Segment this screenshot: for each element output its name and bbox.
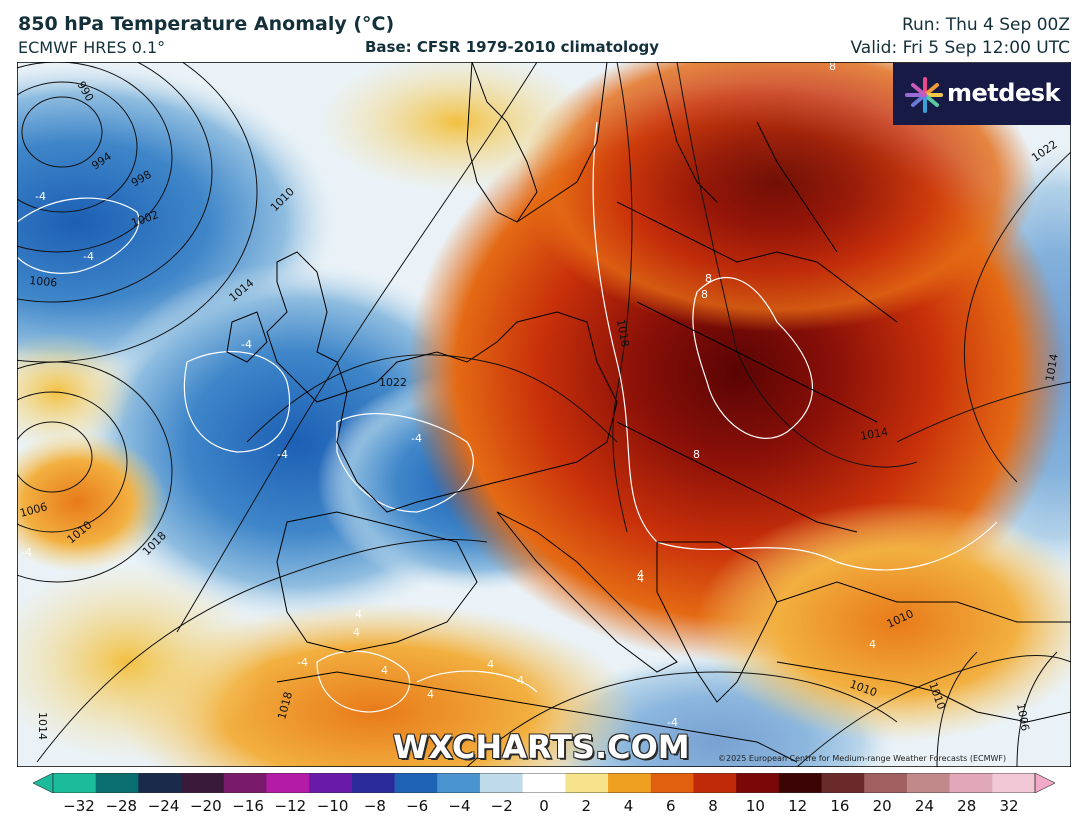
isobar-label: 1006 bbox=[29, 274, 58, 289]
anomaly-label: 4 bbox=[637, 568, 644, 581]
colorbar-segment bbox=[138, 773, 182, 793]
colorbar-segment bbox=[394, 773, 438, 793]
colorbar-tick-label: 10 bbox=[745, 797, 765, 815]
colorbar-segment bbox=[479, 773, 524, 793]
colorbar-max-arrow bbox=[1034, 773, 1055, 793]
colorbar-tick-label: −12 bbox=[274, 797, 307, 815]
colorbar-segment bbox=[992, 773, 1036, 793]
metdesk-logo: metdesk bbox=[893, 63, 1071, 125]
anomaly-label: 8 bbox=[829, 62, 836, 73]
anomaly-label: -4 bbox=[35, 190, 46, 203]
colorbar-segment bbox=[608, 773, 652, 793]
colorbar-segment bbox=[693, 773, 737, 793]
colorbar-segment bbox=[821, 773, 865, 793]
colorbar-segment bbox=[949, 773, 993, 793]
coastlines-and-borders bbox=[226, 62, 1071, 763]
atlantic-warm-blob bbox=[17, 432, 167, 572]
isobar-label: 1022 bbox=[379, 376, 407, 389]
anomaly-label: 4 bbox=[353, 626, 360, 639]
colorbar-tick-label: −6 bbox=[406, 797, 429, 815]
anomaly-label: 8 bbox=[693, 448, 700, 461]
anomaly-label: 8 bbox=[701, 288, 708, 301]
colorbar-tick-label: 24 bbox=[914, 797, 934, 815]
isobar-label: 1018 bbox=[614, 318, 632, 348]
colorbar-segment bbox=[181, 773, 225, 793]
colorbar-segment bbox=[223, 773, 267, 793]
anomaly-label: 4 bbox=[517, 674, 524, 687]
balkans-warm-region bbox=[697, 502, 1071, 742]
colorbar-segment bbox=[437, 773, 481, 793]
anomaly-label: 8 bbox=[705, 272, 712, 285]
colorbar-ticks: −32 −28 −24 −20 −16 −12 −10 −8 −6 −4 −2 0 2 4 6 8 10 12 16… bbox=[0, 797, 1088, 817]
colorbar-tick-label: 0 bbox=[539, 797, 549, 815]
colorbar-min-arrow bbox=[33, 773, 54, 793]
anomaly-label: 4 bbox=[355, 608, 362, 621]
anomaly-label: 4 bbox=[381, 664, 388, 677]
anomaly-labels: -4 -4 -4 -4 -4 -4 -4 8 8 8 8 4 4 4 4 4 4… bbox=[21, 62, 876, 729]
anomaly-label: 4 bbox=[427, 688, 434, 701]
anomaly-label: 4 bbox=[487, 658, 494, 671]
anomaly-label: 4 bbox=[637, 572, 644, 585]
colorbar-segment bbox=[864, 773, 908, 793]
colorbar-tick-label: −2 bbox=[490, 797, 513, 815]
colorbar-segment bbox=[906, 773, 951, 793]
colorbar-segment bbox=[53, 773, 97, 793]
colorbar-tick-label: −8 bbox=[363, 797, 386, 815]
anomaly-label: -4 bbox=[277, 448, 288, 461]
isobar-label: 1014 bbox=[36, 712, 49, 740]
colorbar-frame bbox=[52, 773, 1036, 793]
colorbar-segment bbox=[522, 773, 566, 793]
colorbar-tick-label: 12 bbox=[788, 797, 808, 815]
anomaly-label: -4 bbox=[667, 716, 678, 729]
watermark: WXCHARTS.COM bbox=[393, 728, 690, 766]
colorbar-tick-label: 8 bbox=[708, 797, 718, 815]
colorbar bbox=[33, 773, 1055, 793]
colorbar-tick-label: 32 bbox=[999, 797, 1019, 815]
colorbar-segment bbox=[650, 773, 694, 793]
colorbar-segment bbox=[351, 773, 396, 793]
scandinavia-warm-region bbox=[517, 62, 1037, 332]
metdesk-starburst-icon bbox=[905, 77, 943, 113]
colorbar-tick-label: −24 bbox=[147, 797, 180, 815]
colorbar-segment bbox=[565, 773, 609, 793]
anomaly-label: -4 bbox=[411, 432, 422, 445]
chart-title: 850 hPa Temperature Anomaly (°C) bbox=[18, 13, 395, 35]
copyright-notice: ©2025 European Centre for Medium-range W… bbox=[718, 754, 1007, 763]
colorbar-tick-label: 2 bbox=[581, 797, 592, 815]
colorbar-tick-label: −4 bbox=[448, 797, 471, 815]
colorbar-segment bbox=[95, 773, 139, 793]
anomaly-map: 990 994 998 1002 1006 1010 1014 1018 102… bbox=[17, 62, 1071, 767]
colorbar-tick-label: −10 bbox=[316, 797, 349, 815]
anomaly-label: -4 bbox=[21, 546, 32, 559]
colorbar-tick-label: 20 bbox=[872, 797, 892, 815]
isobar-label: 1014 bbox=[1043, 353, 1061, 383]
colorbar-segment bbox=[266, 773, 310, 793]
north-sea-yellow-region bbox=[317, 62, 597, 192]
colorbar-segment bbox=[778, 773, 823, 793]
model-name: ECMWF HRES 0.1° bbox=[18, 38, 166, 57]
anomaly-label: 4 bbox=[869, 638, 876, 651]
anomaly-label: -4 bbox=[241, 338, 252, 351]
colorbar-segment bbox=[736, 773, 780, 793]
anomaly-label: -4 bbox=[83, 250, 94, 263]
anomaly-label: -4 bbox=[297, 656, 308, 669]
colorbar-tick-label: 16 bbox=[830, 797, 850, 815]
valid-time: Valid: Fri 5 Sep 12:00 UTC bbox=[850, 38, 1070, 58]
logo-text: metdesk bbox=[947, 79, 1060, 107]
colorbar-segment bbox=[309, 773, 353, 793]
climatology-base: Base: CFSR 1979-2010 climatology bbox=[365, 38, 660, 56]
colorbar-tick-label: −16 bbox=[232, 797, 264, 815]
isobar-label: 1006 bbox=[1014, 702, 1032, 732]
colorbar-tick-label: 4 bbox=[623, 797, 634, 815]
colorbar-tick-label: −28 bbox=[105, 797, 138, 815]
colorbar-tick-label: 6 bbox=[666, 797, 676, 815]
chart-header: 850 hPa Temperature Anomaly (°C) ECMWF H… bbox=[0, 0, 1088, 62]
isobar-label: 1014 bbox=[859, 425, 889, 443]
colorbar-tick-label: 28 bbox=[957, 797, 977, 815]
colorbar-tick-label: −20 bbox=[189, 797, 222, 815]
colorbar-tick-label: −32 bbox=[63, 797, 95, 815]
run-time: Run: Thu 4 Sep 00Z bbox=[901, 15, 1070, 35]
